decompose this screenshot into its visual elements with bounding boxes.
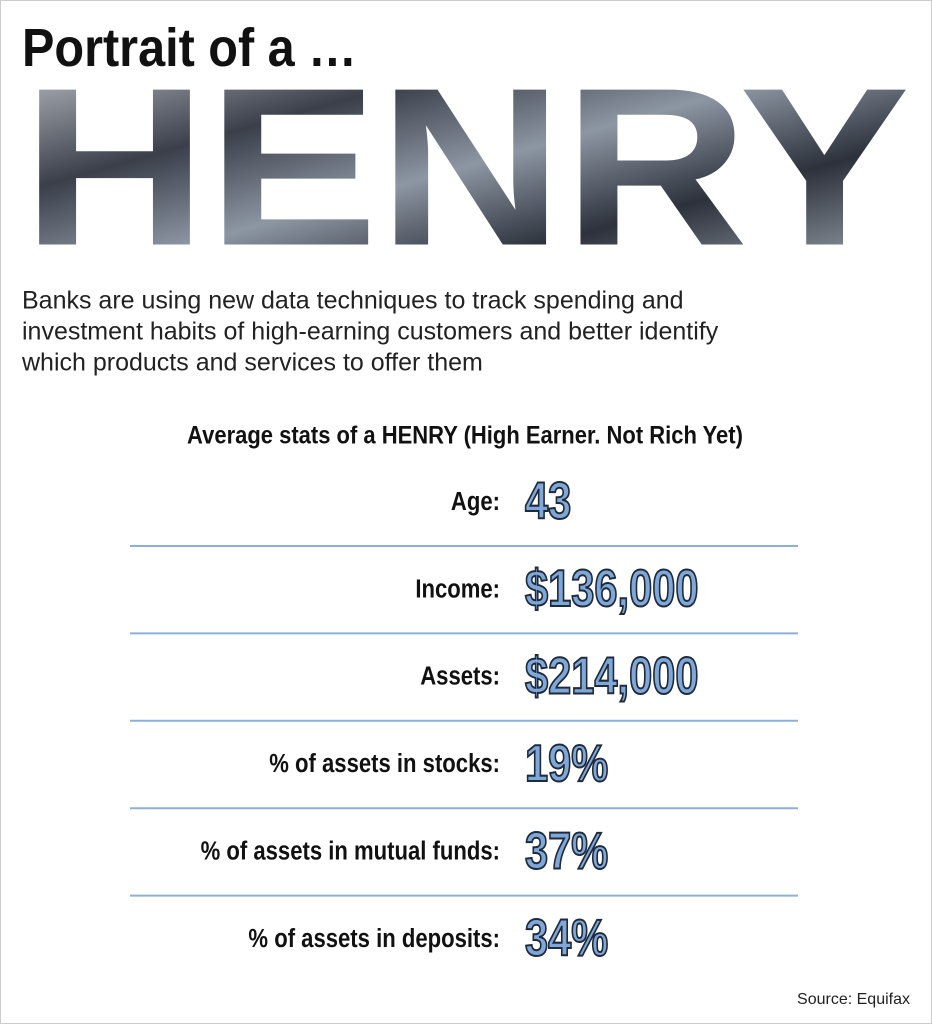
stat-label: % of assets in deposits: — [248, 924, 500, 953]
stat-value: $214,000 — [525, 646, 698, 705]
description-line: which products and services to offer the… — [21, 349, 483, 377]
banner-word: HENRY — [22, 40, 910, 292]
description-line: investment habits of high-earning custom… — [22, 318, 719, 346]
stat-label: % of assets in mutual funds: — [201, 837, 500, 866]
stat-label: Assets: — [420, 662, 500, 691]
description-line: Banks are using new data techniques to t… — [22, 287, 684, 315]
stat-value: 34% — [525, 908, 608, 967]
stats-rows: Age: 43 Income: $136,000 Assets: $214,000 % of… — [130, 470, 798, 968]
stat-value: 37% — [525, 821, 608, 880]
stats-title: Average stats of a HENRY (High Earner. N… — [187, 421, 743, 449]
source: Source: Equifax — [797, 991, 910, 1008]
title: Portrait of a … — [22, 17, 357, 78]
stat-label: Age: — [451, 487, 500, 516]
stat-label: Income: — [415, 575, 500, 604]
stat-value: 19% — [525, 733, 608, 792]
stat-value: 43 — [525, 471, 571, 530]
description: Banks are using new data techniques to t… — [21, 287, 719, 377]
stat-value: $136,000 — [525, 559, 698, 618]
stat-label: % of assets in stocks: — [269, 749, 500, 778]
